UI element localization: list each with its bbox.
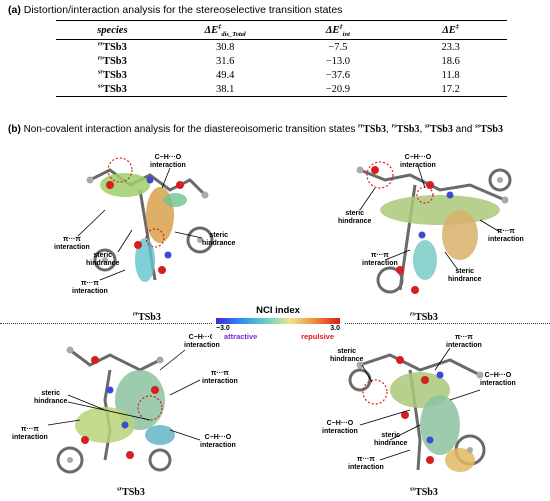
dist-cell: 30.8 <box>215 42 235 53</box>
caption-rs: rsTSb3 <box>410 310 438 323</box>
legend-max: 3.0 <box>330 325 340 332</box>
legend-title: NCI index <box>256 305 300 316</box>
section-a-letter: (a) <box>8 4 21 16</box>
table-row: srTSb3 49.4 −37.6 11.8 <box>56 68 507 82</box>
caption-rr: rrTSb3 <box>133 310 161 323</box>
annot-rs-steric1: steric hindrance <box>338 210 372 225</box>
section-a-title: Distortion/interaction analysis for the … <box>23 4 343 16</box>
molecule-ss-figure <box>348 347 486 472</box>
dist-cell: 49.4 <box>215 70 235 81</box>
annot-ss-pi1: π···π interaction <box>446 334 482 349</box>
dist-cell: 38.1 <box>168 82 282 97</box>
annot-ss-pi2: π···π interaction <box>348 456 384 471</box>
annot-sr-pi2: π···π interaction <box>12 426 48 441</box>
total-cell: 11.8 <box>441 70 460 81</box>
caption-sr: srTSb3 <box>117 485 145 498</box>
annot-ss-chO1: C−H···O interaction <box>480 372 516 387</box>
annot-rs-chO: C−H···O interaction <box>400 154 436 169</box>
annot-sr-pi1: π···π interaction <box>202 370 238 385</box>
annot-rr-steric2: steric hindrance <box>202 232 236 247</box>
total-cell: 17.2 <box>394 82 507 97</box>
annot-rr-pi1: π···π interaction <box>54 236 90 251</box>
section-b-letter: (b) <box>8 124 21 135</box>
int-cell: −37.6 <box>325 70 351 81</box>
annot-ss-chO2: C−H···O interaction <box>322 420 358 435</box>
species-cell: ssTSb3 <box>56 82 169 97</box>
species-cell: rrTSb3 <box>97 40 127 53</box>
panel-sr: C−H···O interaction π···π interaction ster… <box>10 330 250 485</box>
molecule-rr-figure <box>77 157 214 282</box>
section-b-heading: (b) Non-covalent interaction analysis fo… <box>8 122 503 135</box>
legend-colorbar <box>216 318 340 324</box>
annot-sr-steric: steric hindrance <box>34 390 68 405</box>
panel-rs: C−H···O interaction steric hindrance π···π… <box>330 140 535 310</box>
legend-min: −3.0 <box>216 325 230 332</box>
int-cell: −7.5 <box>328 42 348 53</box>
molecule-sr-figure <box>47 346 201 474</box>
col-dist: ΔE‡dis_Total <box>168 20 282 40</box>
annot-rr-steric1: steric hindrance <box>86 252 120 267</box>
panel-rr: C−H···O interaction π···π interaction ster… <box>50 140 250 320</box>
annot-rs-pi2: π···π interaction <box>362 252 398 267</box>
caption-ss: ssTSb3 <box>410 485 438 498</box>
annot-ss-steric2: steric hindrance <box>374 432 408 447</box>
distortion-table: species ΔE‡dis_Total ΔE‡int ΔE‡ rrTSb3 3… <box>56 20 507 97</box>
table-header-row: species ΔE‡dis_Total ΔE‡int ΔE‡ <box>56 20 507 40</box>
table-row: rsTSb3 31.6 −13.0 18.6 <box>56 54 507 68</box>
annot-sr-chO2: C−H···O interaction <box>200 434 236 449</box>
int-cell: −20.9 <box>281 82 395 97</box>
nci-legend: NCI index −3.0 3.0 attractive repulsive <box>212 305 344 341</box>
col-species: species <box>56 20 169 40</box>
annot-sr-chO1: C−H···O interaction <box>184 334 220 349</box>
annot-rs-pi1: π···π interaction <box>488 228 524 243</box>
legend-repulsive: repulsive <box>301 332 334 341</box>
annot-rr-chO: C−H···O interaction <box>150 154 186 169</box>
annot-rs-steric2: steric hindrance <box>448 268 482 283</box>
section-a-heading: (a) Distortion/interaction analysis for … <box>8 4 342 16</box>
int-cell: −13.0 <box>325 56 351 67</box>
table-row: rrTSb3 30.8 −7.5 23.3 <box>56 40 507 55</box>
col-total: ΔE‡ <box>394 20 507 40</box>
total-cell: 23.3 <box>441 42 460 53</box>
species-cell: srTSb3 <box>97 68 127 81</box>
annot-rr-pi2: π···π interaction <box>72 280 108 295</box>
panel-ss: π···π interaction steric hindrance C−H···O… <box>300 330 540 485</box>
annot-ss-steric1: steric hindrance <box>330 348 364 363</box>
total-cell: 18.6 <box>441 56 460 67</box>
species-cell: rsTSb3 <box>97 54 127 67</box>
table-row: ssTSb3 38.1 −20.9 17.2 <box>56 82 507 97</box>
dist-cell: 31.6 <box>215 56 235 67</box>
col-int: ΔE‡int <box>281 20 395 40</box>
molecule-rs-figure <box>356 161 512 294</box>
legend-attractive: attractive <box>224 332 258 341</box>
